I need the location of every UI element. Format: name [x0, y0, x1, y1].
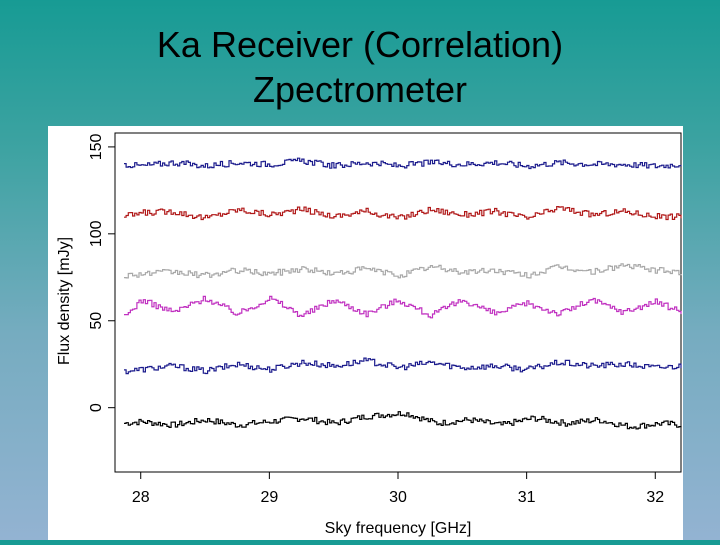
- x-tick-label: 32: [646, 489, 664, 506]
- x-tick-label: 29: [260, 489, 278, 506]
- slide-title-line-2: Zpectrometer: [252, 69, 468, 110]
- series-line-trace-5: [124, 206, 682, 221]
- series-line-trace-2: [124, 357, 682, 375]
- series-line-trace-4: [124, 263, 682, 279]
- y-tick-label: 150: [88, 133, 105, 160]
- y-tick-label: 0: [88, 403, 105, 412]
- slide-title-line-1: Ka Receiver (Correlation): [156, 24, 564, 65]
- series-line-trace-3: [124, 295, 682, 319]
- y-axis-label: Flux density [mJy]: [56, 237, 73, 365]
- slide-title: Ka Receiver (Correlation) Zpectrometer: [0, 22, 720, 112]
- x-tick-label: 31: [518, 489, 536, 506]
- spectrum-figure: 28 29 30 31 32 0 50 100 150 Sky frequency [GHz]…: [48, 126, 683, 540]
- x-tick-label: 28: [132, 489, 150, 506]
- series-line-trace-6: [124, 157, 682, 170]
- y-tick-label: 100: [88, 220, 105, 247]
- x-tick-label: 30: [389, 489, 407, 506]
- y-axis: 0 50 100 150: [88, 133, 115, 412]
- x-axis-label: Sky frequency [GHz]: [325, 520, 472, 537]
- plot-traces: [124, 157, 682, 430]
- y-tick-label: 50: [88, 312, 105, 330]
- series-line-trace-1: [124, 411, 682, 430]
- x-axis: 28 29 30 31 32: [132, 472, 664, 506]
- spectrum-chart: 28 29 30 31 32 0 50 100 150 Sky frequency [GHz]…: [56, 132, 682, 537]
